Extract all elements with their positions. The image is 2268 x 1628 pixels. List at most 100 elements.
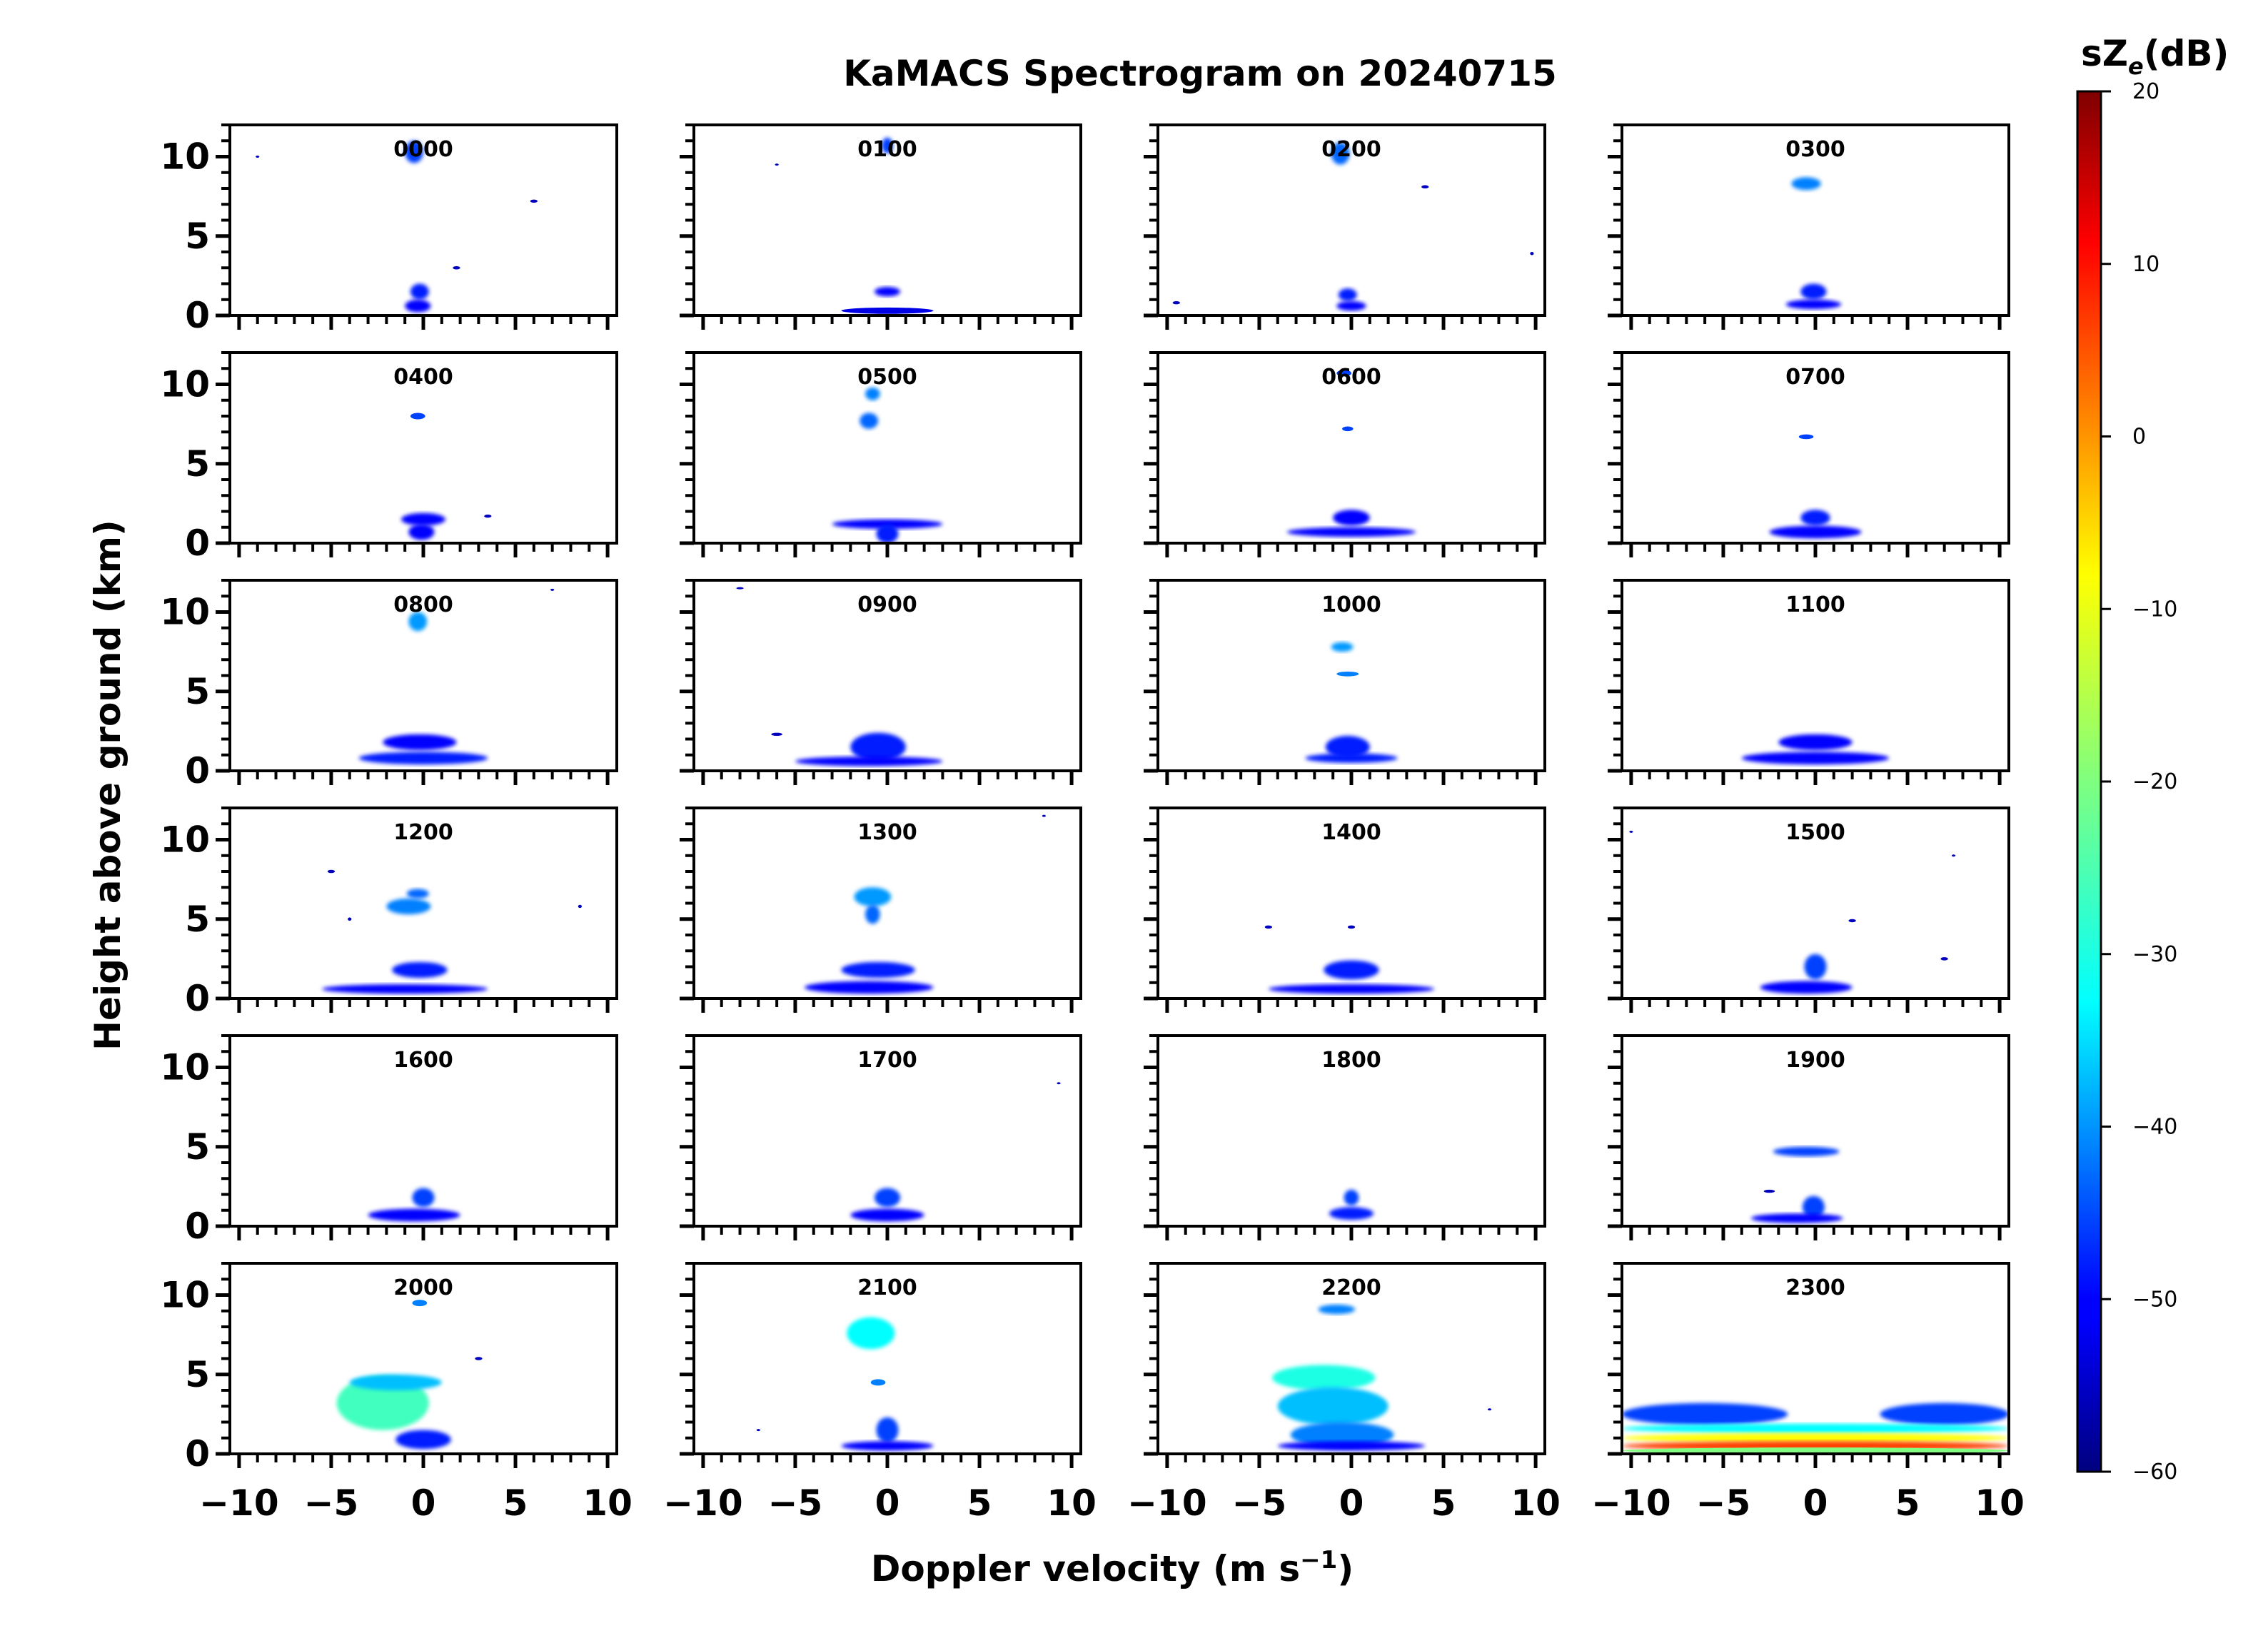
- panel-label: 0700: [1785, 365, 1845, 390]
- panel-label: 1000: [1321, 592, 1381, 617]
- echo-feature: [1760, 981, 1853, 994]
- panel-1800: 1800: [1144, 1034, 1546, 1240]
- y-tick-label: 5: [185, 1126, 210, 1168]
- echo-feature: [1338, 288, 1357, 301]
- panel-echo: [1286, 370, 1416, 537]
- echo-feature: [1344, 1189, 1359, 1206]
- figure-title: KaMACS Spectrogram on 20240715: [843, 53, 1557, 94]
- echo-feature: [756, 1429, 760, 1432]
- echo-feature: [1268, 984, 1435, 994]
- panel-echo: [1750, 1146, 1843, 1223]
- x-axis-title-superscript: −1: [1300, 1546, 1337, 1574]
- echo-feature: [1272, 1365, 1376, 1390]
- colorbar-ticks: −60 −50 −40 −30 −20 −10 0 10 20: [2101, 79, 2177, 1485]
- panel-echo: [1172, 142, 1534, 311]
- echo-feature: [408, 612, 428, 632]
- echo-feature: [1763, 1189, 1775, 1193]
- echo-feature: [1286, 527, 1416, 537]
- colorbar-title: sZe(dB): [2081, 33, 2229, 80]
- x-tick-label: 0: [875, 1482, 900, 1524]
- panel-2100: 2100 −10 −5 0 5 10: [663, 1262, 1097, 1524]
- panel-0700: 0700: [1608, 351, 2010, 557]
- echo-feature: [475, 1357, 483, 1360]
- panel-2300: 2300 −10 −5 0 5 10: [1591, 1262, 2025, 1524]
- echo-feature: [1331, 642, 1354, 652]
- x-tick-label: −10: [663, 1482, 742, 1524]
- panel-label: 2200: [1321, 1275, 1381, 1300]
- colorbar-tick-label: 0: [2132, 425, 2146, 450]
- echo-feature: [1629, 830, 1633, 833]
- echo-feature: [401, 512, 445, 526]
- panel-1300: 1300: [680, 807, 1082, 1013]
- echo-feature: [795, 756, 943, 767]
- echo-feature: [1804, 954, 1827, 980]
- echo-feature: [327, 869, 336, 874]
- echo-feature: [1800, 283, 1827, 300]
- echo-feature: [1325, 736, 1370, 759]
- y-tick-label: 10: [160, 1047, 210, 1088]
- panel-1600: 1600 0 5 10: [160, 1034, 618, 1247]
- echo-feature: [1290, 1422, 1394, 1448]
- panel-label: 1700: [857, 1048, 917, 1073]
- x-tick-label: −5: [1696, 1482, 1751, 1524]
- colorbar-tick-label: −30: [2132, 942, 2177, 967]
- echo-feature: [1331, 142, 1350, 165]
- panel-echo: [322, 869, 582, 994]
- echo-feature: [1421, 185, 1429, 188]
- y-tick-label: 0: [185, 1205, 210, 1247]
- echo-feature: [1333, 510, 1370, 526]
- echo-feature: [1324, 960, 1379, 980]
- panel-0400: 0400 0 5 10: [160, 351, 618, 564]
- panel-1700: 1700: [680, 1034, 1082, 1240]
- echo-feature: [358, 752, 488, 765]
- panel-label: 1500: [1785, 820, 1845, 845]
- y-tick-label: 10: [160, 364, 210, 405]
- panel-echo: [736, 587, 943, 767]
- echo-feature: [874, 1188, 901, 1208]
- panel-0900: 0900: [680, 579, 1082, 785]
- x-axis-title-close: ): [1337, 1548, 1354, 1589]
- y-tick-label: 5: [185, 216, 210, 257]
- x-tick-label: 10: [1975, 1482, 2025, 1524]
- echo-feature: [847, 1317, 895, 1350]
- panel-echo: [256, 141, 538, 313]
- echo-feature: [1848, 919, 1856, 923]
- colorbar-tick-label: −20: [2132, 769, 2177, 794]
- echo-feature: [1622, 1402, 1788, 1425]
- panel-label: 1800: [1321, 1048, 1381, 1073]
- x-tick-label: 10: [1511, 1482, 1561, 1524]
- echo-feature: [841, 1441, 934, 1451]
- echo-feature: [854, 887, 892, 906]
- panel-1200: 1200 0 5 10: [160, 807, 618, 1019]
- panel-echo: [1329, 1189, 1374, 1220]
- echo-feature: [804, 981, 934, 994]
- x-tick-label: 5: [1895, 1482, 1920, 1524]
- y-tick-label: 10: [160, 819, 210, 861]
- colorbar-gradient: [2076, 90, 2102, 1473]
- echo-feature: [1042, 814, 1046, 817]
- y-tick-label: 5: [185, 671, 210, 712]
- y-tick-label: 10: [160, 592, 210, 633]
- echo-feature: [530, 199, 538, 203]
- panel-1400: 1400: [1144, 807, 1546, 1013]
- echo-feature: [405, 299, 431, 313]
- echo-feature: [865, 387, 880, 400]
- panel-0500: 0500: [680, 351, 1082, 557]
- colorbar-title-unit: (dB): [2144, 33, 2229, 74]
- echo-feature: [876, 524, 899, 543]
- y-tick-label: 5: [185, 899, 210, 940]
- echo-feature: [874, 286, 901, 297]
- echo-feature: [865, 904, 880, 924]
- echo-feature: [736, 587, 744, 590]
- echo-feature: [1277, 1387, 1388, 1425]
- x-tick-label: 10: [583, 1482, 632, 1524]
- echo-feature: [850, 732, 906, 762]
- panel-echo: [760, 808, 1046, 994]
- x-tick-label: −10: [1127, 1482, 1206, 1524]
- panel-echo: [775, 137, 934, 314]
- echo-feature: [832, 519, 943, 529]
- y-tick-label: 0: [185, 750, 210, 792]
- panel-label: 2100: [857, 1275, 917, 1300]
